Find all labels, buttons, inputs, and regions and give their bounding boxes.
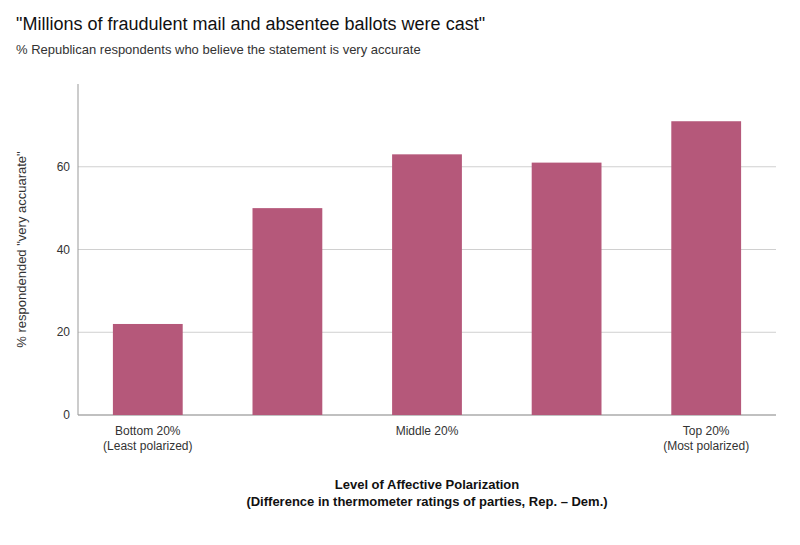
x-tick-label: Top 20%(Most polarized) xyxy=(663,424,749,453)
bars xyxy=(113,121,741,415)
y-tick-label: 40 xyxy=(57,243,71,257)
bar xyxy=(671,121,741,415)
chart: "Millions of fraudulent mail and absente… xyxy=(0,0,800,545)
y-axis-label: % respondended "very accuarate" xyxy=(14,151,29,348)
bar xyxy=(253,208,323,415)
bar xyxy=(113,324,183,415)
bar xyxy=(532,163,602,415)
x-tick-label: Bottom 20%(Least polarized) xyxy=(103,424,192,453)
y-axis-line xyxy=(78,84,79,415)
subtitle: % Republican respondents who believe the… xyxy=(16,42,421,57)
y-tick-label: 0 xyxy=(63,408,70,422)
y-tick-label: 60 xyxy=(57,160,71,174)
x-tick-label: Middle 20% xyxy=(396,424,459,438)
bar xyxy=(392,154,462,415)
x-axis-label: Level of Affective Polarization(Differen… xyxy=(246,477,607,509)
y-tick-label: 20 xyxy=(57,325,71,339)
title: "Millions of fraudulent mail and absente… xyxy=(16,14,485,34)
